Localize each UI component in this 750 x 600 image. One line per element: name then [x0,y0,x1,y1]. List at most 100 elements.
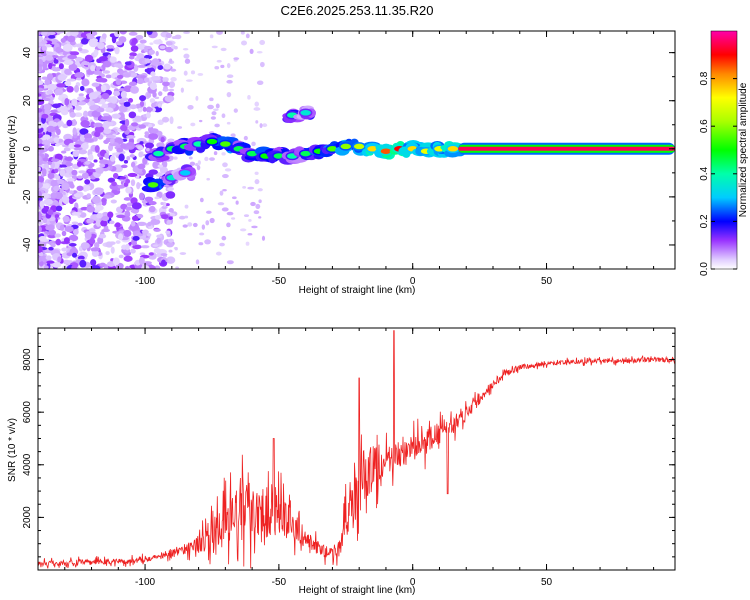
spectrogram-speckle [222,188,227,192]
spectrogram-speckle [96,107,105,113]
spectrogram-speckle [57,178,65,185]
spectrogram-speckle [73,147,83,151]
spectrogram-speckle [131,202,142,210]
spectrogram-speckle [151,58,160,66]
spectrogram-speckle [179,252,187,255]
spectrogram-speckle [256,50,263,54]
spectrogram-speckle [138,151,144,158]
spectrogram-speckle [95,205,104,211]
spectrogram-speckle [107,211,114,219]
spectrogram-speckle [111,181,117,187]
spectrogram-speckle [113,63,123,68]
spectrogram-speckle [247,186,255,190]
spectrogram-speckle [76,175,84,179]
spectrogram-speckle [163,63,171,70]
spectrogram-speckle [64,97,70,106]
spectrogram-speckle [196,165,201,171]
spectrogram-speckle [182,224,188,228]
spectrogram-speckle [103,128,112,134]
spectrogram-speckle [74,72,85,78]
spectrogram-speckle [38,190,42,199]
spectrogram-speckle [78,149,88,155]
spectrogram-speckle [138,192,145,201]
spectrogram-speckle [115,41,123,46]
spectrogram-speckle [213,108,219,112]
spectrogram-speckle [137,107,143,113]
spectrogram-speckle [141,245,150,249]
spectrogram-speckle [146,112,151,119]
spectrogram-speckle [214,66,220,70]
spectrogram-speckle [38,138,43,145]
spectrogram-speckle [47,209,54,216]
spectrogram-speckle [66,119,73,127]
spectrogram-speckle [44,78,51,86]
spectrogram-speckle [241,40,248,46]
spectrogram-speckle [166,219,172,226]
spectrogram-speckle [107,177,116,183]
spectrogram-speckle [197,160,201,166]
spectrogram-speckle [124,61,132,66]
spectrogram-frame [37,30,676,270]
spectrogram-speckle [41,192,49,199]
snr-y-tick-label-2: 6000 [22,401,33,424]
spectrogram-speckle [259,61,265,68]
spectrogram-speckle [162,81,170,87]
spectrogram-speckle [38,107,43,113]
spectrogram-speckle [183,70,188,76]
spectrogram-speckle [105,74,112,79]
spectrogram-speckle [168,208,174,213]
spectrogram-speckle [42,61,48,70]
spectrogram-speckle [78,170,86,174]
spectrogram-speckle [53,185,60,192]
spectrogram-speckle [67,35,76,43]
spectrogram-speckle [45,54,54,61]
spectrogram-speckle [119,124,128,132]
spectrogram-speckle [76,161,83,167]
spectrogram-speckle [95,66,101,71]
spectrogram-speckle [168,88,175,92]
spectrogram-speckle [129,104,137,110]
spectrogram-speckle [141,230,149,234]
spectrogram-speckle [41,76,48,80]
spectrogram-speckle [38,87,44,92]
spectrogram-speckle [43,103,51,111]
spectrogram-speckle [157,103,162,108]
spectrogram-speckle [247,95,251,100]
spectrogram-speckle [199,197,204,203]
spectrogram-speckle [124,118,130,127]
spectrogram-speckle [38,155,42,162]
spectrogram-speckle [38,63,43,68]
spectrogram-speckle [118,153,125,162]
spectrogram-speckle [164,46,174,53]
spectrogram-y-tick-label-4: 40 [22,47,33,59]
spectrogram-speckle [111,35,117,44]
spectrogram-speckle [169,58,173,63]
spectrogram-speckle [38,149,45,154]
spectrogram-speckle [148,49,156,55]
spectrogram-speckle [120,90,127,99]
spectrogram-speckle [73,144,82,148]
snr-x-tick-label-0: -100 [135,577,155,588]
spectrogram-speckle [233,108,238,113]
spectrogram-speckle [148,169,158,175]
spectrogram-speckle [100,116,111,121]
spectrogram-speckle [54,168,59,174]
spectrogram-speckle [88,163,93,169]
spectrogram-speckle [150,71,156,77]
spectrogram-ridge-point-27 [298,108,313,117]
spectrogram-speckle [66,178,75,182]
spectrogram-speckle [144,58,151,64]
spectrogram-speckle [192,222,198,228]
spectrogram-speckle [42,98,51,102]
spectrogram-speckle [158,91,163,97]
spectrogram-speckle [131,37,138,45]
chart-title: C2E6.2025.253.11.35.R20 [281,3,434,18]
spectrogram-speckle [76,77,82,81]
spectrogram-speckle [80,120,90,128]
spectrogram-speckle [116,214,126,219]
spectrogram-speckle [152,244,159,247]
spectrogram-speckle [262,123,268,128]
spectrogram-ridge-point-0 [146,180,160,190]
spectrogram-speckle [116,74,124,79]
